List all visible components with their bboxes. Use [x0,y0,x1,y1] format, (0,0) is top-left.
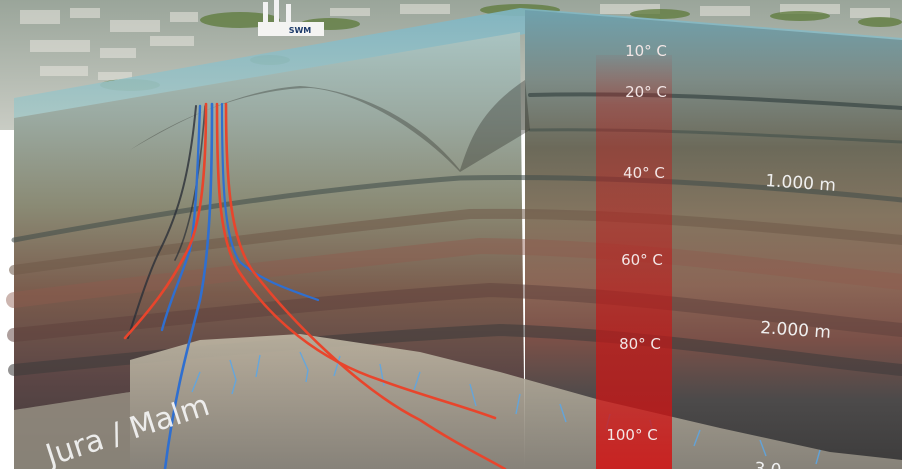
production-well-1 [123,102,208,340]
temp-label-60: 60° C [621,251,663,269]
temp-label-80: 80° C [619,335,661,353]
wells [123,102,507,469]
depth-label-3000: 3.0 [754,459,782,469]
production-well-3 [224,102,507,469]
power-plant: SWM [258,0,324,36]
rock-strata [6,92,902,376]
temperature-labels: 10° C 20° C 40° C 60° C 80° C 100° C [606,42,667,444]
temp-label-100: 100° C [606,426,657,444]
power-plant-logo: SWM [289,26,312,35]
injection-well-2 [163,102,214,469]
temp-label-20: 20° C [625,83,667,101]
depth-labels: 1.000 m 2.000 m 3.0 [754,171,837,469]
depth-label-2000: 2.000 m [760,318,832,343]
injection-well-3 [220,102,320,302]
temp-label-40: 40° C [623,164,665,182]
temperature-column [596,55,672,469]
temp-label-10: 10° C [625,42,667,60]
malm-reservoir [14,334,902,469]
production-well-2 [215,102,497,420]
depth-label-1000: 1.000 m [765,171,837,196]
